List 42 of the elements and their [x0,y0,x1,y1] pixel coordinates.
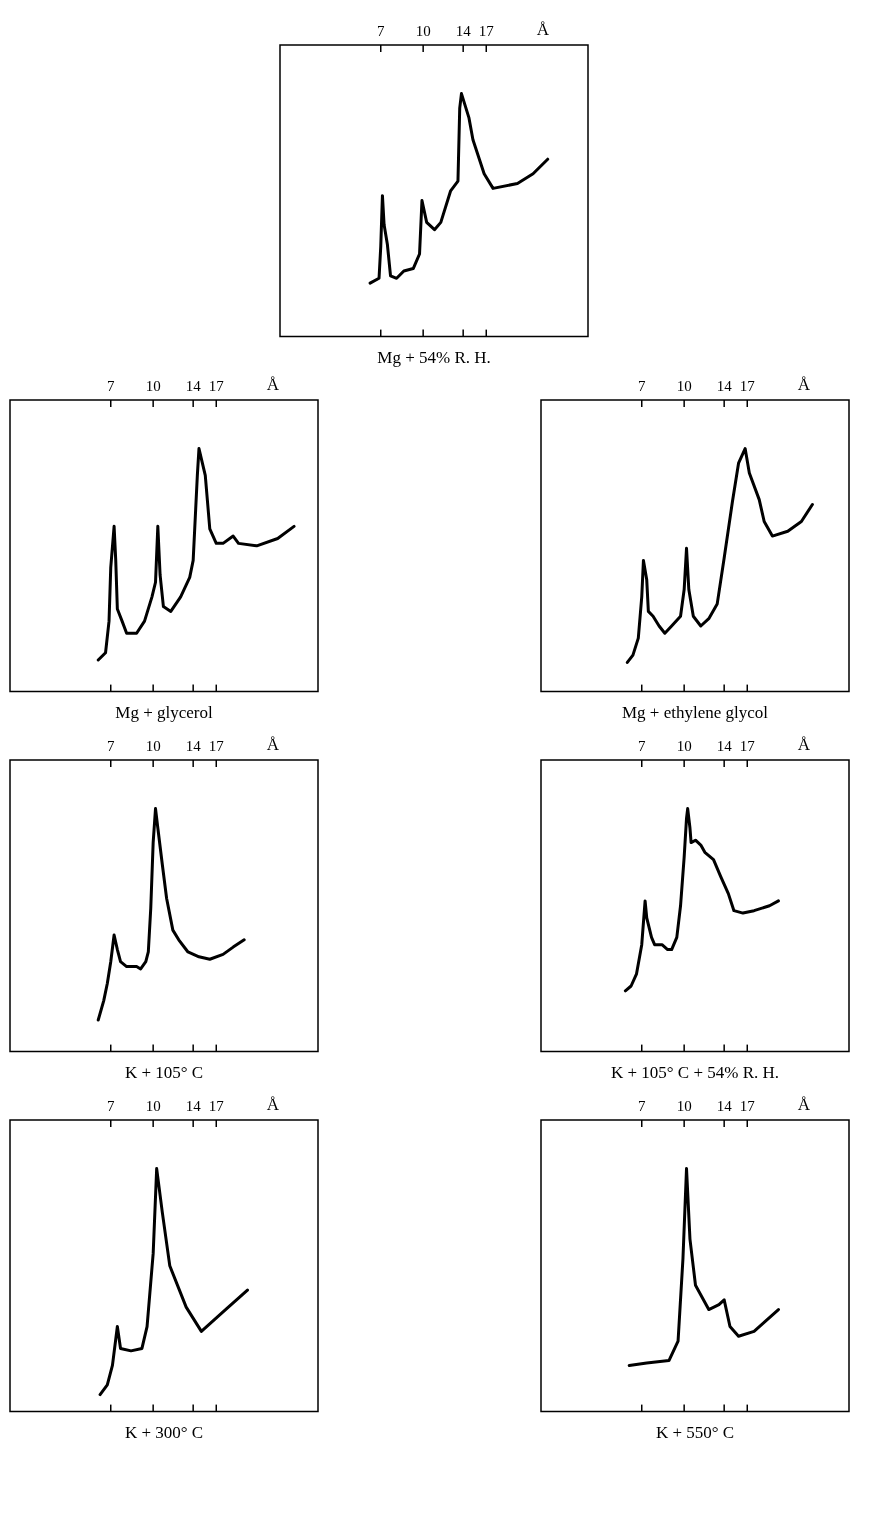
text: Mg + 54% R. H. [377,348,491,368]
x-tick-label: 10 [415,22,431,39]
x-axis-title: Å [797,1095,811,1115]
x-tick-label: 17 [739,1097,756,1114]
x-tick-label: 17 [208,737,225,754]
x-tick-label: 10 [145,737,161,754]
text: K + 300° C [124,1423,204,1443]
x-tick-label: 7 [377,22,385,39]
x-tick-label: 17 [478,22,495,39]
x-tick-label: 10 [145,377,161,394]
x-tick-label: 14 [185,1097,202,1114]
text: Mg + ethylene glycol [621,703,769,723]
text: K + 105° C [124,1063,204,1083]
text: K + 105° C + 54% R. H. [610,1063,780,1083]
x-tick-label: 14 [716,1097,733,1114]
x-axis-title: Å [797,735,811,755]
x-tick-label: 7 [638,1097,646,1114]
x-tick-label: 17 [739,377,756,394]
x-tick-label: 7 [107,1097,115,1114]
x-tick-label: 14 [716,377,733,394]
text: Mg + glycerol [115,703,213,723]
x-tick-label: 17 [739,737,756,754]
x-tick-label: 7 [638,737,646,754]
x-tick-label: 14 [716,737,733,754]
text: K + 550° C [655,1423,735,1443]
x-axis-title: Å [797,375,811,395]
x-tick-label: 14 [455,22,472,39]
x-tick-label: 7 [638,377,646,394]
x-tick-label: 10 [676,377,692,394]
x-tick-label: 7 [107,737,115,754]
x-axis-title: Å [536,20,550,40]
x-tick-label: 10 [676,1097,692,1114]
x-tick-label: 10 [145,1097,161,1114]
x-tick-label: 17 [208,1097,225,1114]
x-tick-label: 14 [185,737,202,754]
x-axis-title: Å [266,735,280,755]
x-tick-label: 7 [107,377,115,394]
x-axis-title: Å [266,375,280,395]
x-tick-label: 14 [185,377,202,394]
x-tick-label: 17 [208,377,225,394]
x-axis-title: Å [266,1095,280,1115]
x-tick-label: 10 [676,737,692,754]
